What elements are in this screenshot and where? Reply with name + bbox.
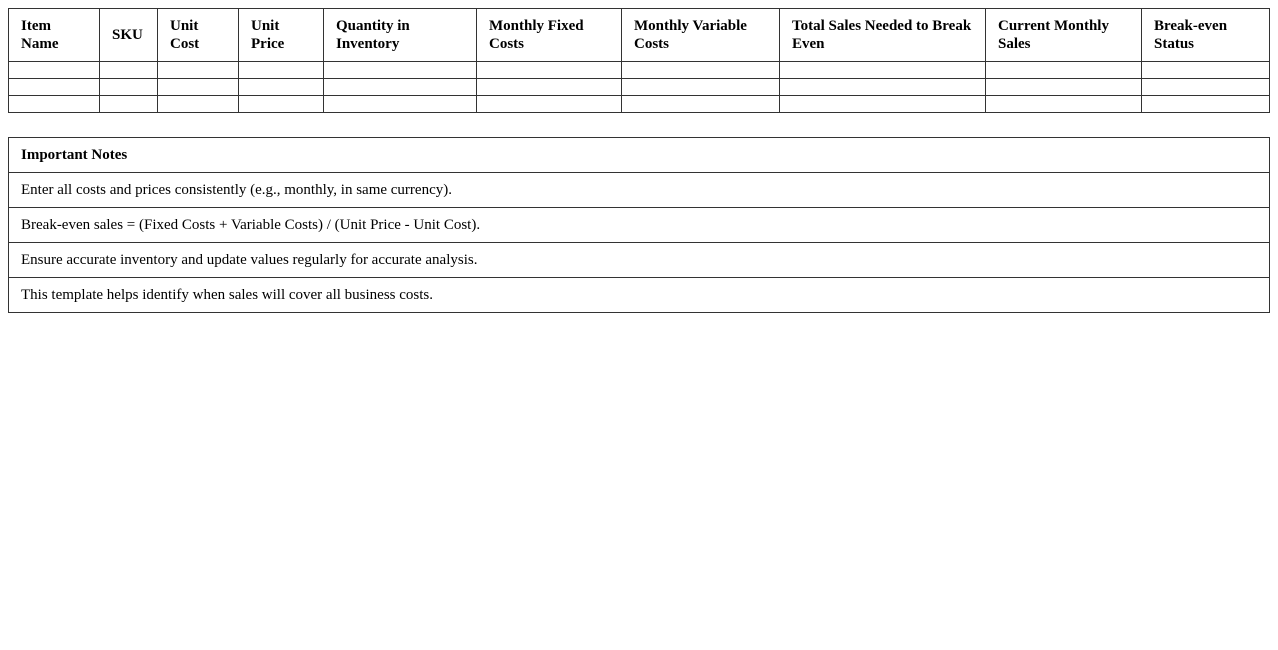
table-cell[interactable] <box>238 95 324 113</box>
header-sku: SKU <box>99 8 158 62</box>
table-cell[interactable] <box>621 78 780 96</box>
header-status: Break-even Status <box>1141 8 1270 62</box>
table-cell[interactable] <box>323 95 477 113</box>
header-item-name: Item Name <box>8 8 100 62</box>
table-cell[interactable] <box>476 95 622 113</box>
note-item: Enter all costs and prices consistently … <box>8 172 1270 208</box>
table-cell[interactable] <box>99 61 158 79</box>
table-cell[interactable] <box>8 78 100 96</box>
header-total-sales-needed: Total Sales Needed to Break Even <box>779 8 986 62</box>
table-cell[interactable] <box>779 61 986 79</box>
table-cell[interactable] <box>1141 61 1270 79</box>
break-even-table: Item Name SKU Unit Cost Unit Price Quant… <box>8 8 1270 113</box>
header-variable-costs: Monthly Variable Costs <box>621 8 780 62</box>
table-cell[interactable] <box>985 95 1142 113</box>
header-unit-price: Unit Price <box>238 8 324 62</box>
table-cell[interactable] <box>99 78 158 96</box>
note-item: Ensure accurate inventory and update val… <box>8 242 1270 278</box>
header-current-sales: Current Monthly Sales <box>985 8 1142 62</box>
table-cell[interactable] <box>1141 95 1270 113</box>
table-cell[interactable] <box>323 78 477 96</box>
table-cell[interactable] <box>779 78 986 96</box>
notes-title: Important Notes <box>8 137 1270 173</box>
table-cell[interactable] <box>323 61 477 79</box>
header-unit-cost: Unit Cost <box>157 8 239 62</box>
table-cell[interactable] <box>8 61 100 79</box>
note-item: Break-even sales = (Fixed Costs + Variab… <box>8 207 1270 243</box>
table-cell[interactable] <box>99 95 158 113</box>
table-cell[interactable] <box>1141 78 1270 96</box>
notes-table: Important Notes Enter all costs and pric… <box>8 137 1270 313</box>
table-cell[interactable] <box>8 95 100 113</box>
header-row: Item Name SKU Unit Cost Unit Price Quant… <box>8 8 1270 62</box>
table-cell[interactable] <box>621 95 780 113</box>
table-cell[interactable] <box>238 78 324 96</box>
table-cell[interactable] <box>157 61 239 79</box>
table-row <box>8 78 1270 96</box>
table-row <box>8 95 1270 113</box>
table-cell[interactable] <box>985 78 1142 96</box>
table-cell[interactable] <box>157 95 239 113</box>
header-fixed-costs: Monthly Fixed Costs <box>476 8 622 62</box>
table-cell[interactable] <box>621 61 780 79</box>
note-item: This template helps identify when sales … <box>8 277 1270 313</box>
table-cell[interactable] <box>985 61 1142 79</box>
table-row <box>8 61 1270 79</box>
table-cell[interactable] <box>476 61 622 79</box>
table-cell[interactable] <box>238 61 324 79</box>
header-quantity: Quantity in Inventory <box>323 8 477 62</box>
table-cell[interactable] <box>476 78 622 96</box>
table-cell[interactable] <box>779 95 986 113</box>
table-cell[interactable] <box>157 78 239 96</box>
